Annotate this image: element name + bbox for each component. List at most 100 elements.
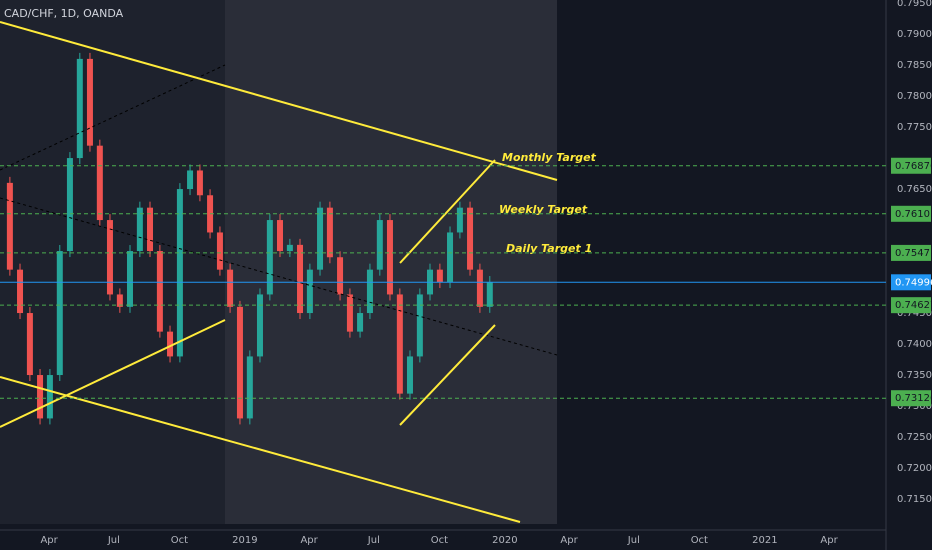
x-tick-label: Jul (107, 535, 120, 546)
candle-body (246, 356, 253, 419)
level-label: 0.76876 (895, 161, 932, 172)
candle-body (216, 232, 223, 270)
candle-body (447, 232, 454, 283)
trendline (399, 324, 496, 426)
candle-body (467, 207, 474, 270)
level-label: 0.76101 (895, 209, 932, 220)
chart-title: CAD/CHF, 1D, OANDA (4, 7, 124, 20)
annotation: Monthly Target (502, 151, 597, 164)
candle-body (456, 207, 463, 233)
candle-body (436, 269, 443, 283)
candle-body (167, 331, 174, 357)
candle-body (37, 375, 44, 419)
candle-body (126, 251, 133, 307)
level-box (891, 205, 931, 222)
level-box (891, 244, 931, 261)
candle-body (147, 207, 154, 252)
candle-body (306, 269, 313, 314)
candle-body (256, 294, 263, 357)
x-tick-label: 2021 (752, 535, 777, 546)
trendline (0, 21, 558, 181)
candle-body (236, 306, 243, 419)
candle-body (286, 244, 293, 252)
candles (6, 52, 493, 425)
candle-body (386, 220, 393, 295)
annotation: Weekly Target (499, 203, 588, 216)
current-price-box (891, 274, 931, 291)
trendline (399, 159, 496, 264)
yellow-trendlines (0, 21, 558, 523)
candle-body (86, 58, 93, 146)
level-label: 0.73126 (895, 393, 932, 404)
trendline (0, 64, 226, 171)
candle-body (416, 294, 423, 357)
dotted-trendlines (0, 64, 558, 356)
candle-body (406, 356, 413, 394)
x-tick-label: Jul (367, 535, 380, 546)
x-tick-label: Jul (627, 535, 640, 546)
x-tick-label: Oct (431, 535, 448, 546)
candle-body (376, 220, 383, 270)
candle-body (106, 220, 113, 295)
x-tick-label: Apr (40, 535, 58, 546)
trendline (0, 319, 226, 428)
candle-body (176, 189, 183, 357)
candle-body (136, 207, 143, 252)
candle-body (366, 269, 373, 314)
candle-body (56, 251, 63, 376)
candle-body (96, 145, 103, 221)
x-tick-label: 2019 (232, 535, 257, 546)
candle-body (297, 244, 304, 314)
trendline (0, 197, 558, 356)
candle-body (187, 170, 194, 190)
level-label: 0.74627 (895, 300, 932, 311)
candle-body (326, 207, 333, 258)
level-box (891, 390, 931, 407)
candle-body (357, 313, 364, 332)
candle-body (66, 158, 73, 252)
x-tick-label: 2020 (492, 535, 517, 546)
level-box (891, 157, 931, 174)
candle-body (17, 269, 24, 314)
candle-body (156, 251, 163, 332)
candle-body (337, 257, 344, 295)
x-tick-label: Apr (560, 535, 578, 546)
x-tick-label: Oct (691, 535, 708, 546)
trendline (0, 376, 521, 523)
candle-body (46, 375, 53, 419)
current-price-label: 0.74996 (895, 277, 932, 288)
candle-body (227, 269, 234, 307)
x-tick-label: Apr (300, 535, 318, 546)
candle-body (486, 282, 493, 307)
candle-body (76, 58, 83, 159)
annotation: Daily Target 1 (506, 242, 592, 255)
x-tick-label: Oct (171, 535, 188, 546)
candle-body (6, 182, 13, 270)
candle-body (476, 269, 483, 307)
candle-body (276, 220, 283, 252)
candle-body (346, 294, 353, 332)
candle-body (266, 220, 273, 295)
candle-body (116, 294, 123, 307)
candle-body (317, 207, 324, 270)
level-box (891, 297, 931, 314)
x-tick-label: Apr (820, 535, 838, 546)
candle-body (396, 294, 403, 394)
candle-body (26, 313, 33, 376)
level-label: 0.7547 (895, 248, 930, 259)
y-tick-label: 0.71500 (897, 494, 932, 505)
